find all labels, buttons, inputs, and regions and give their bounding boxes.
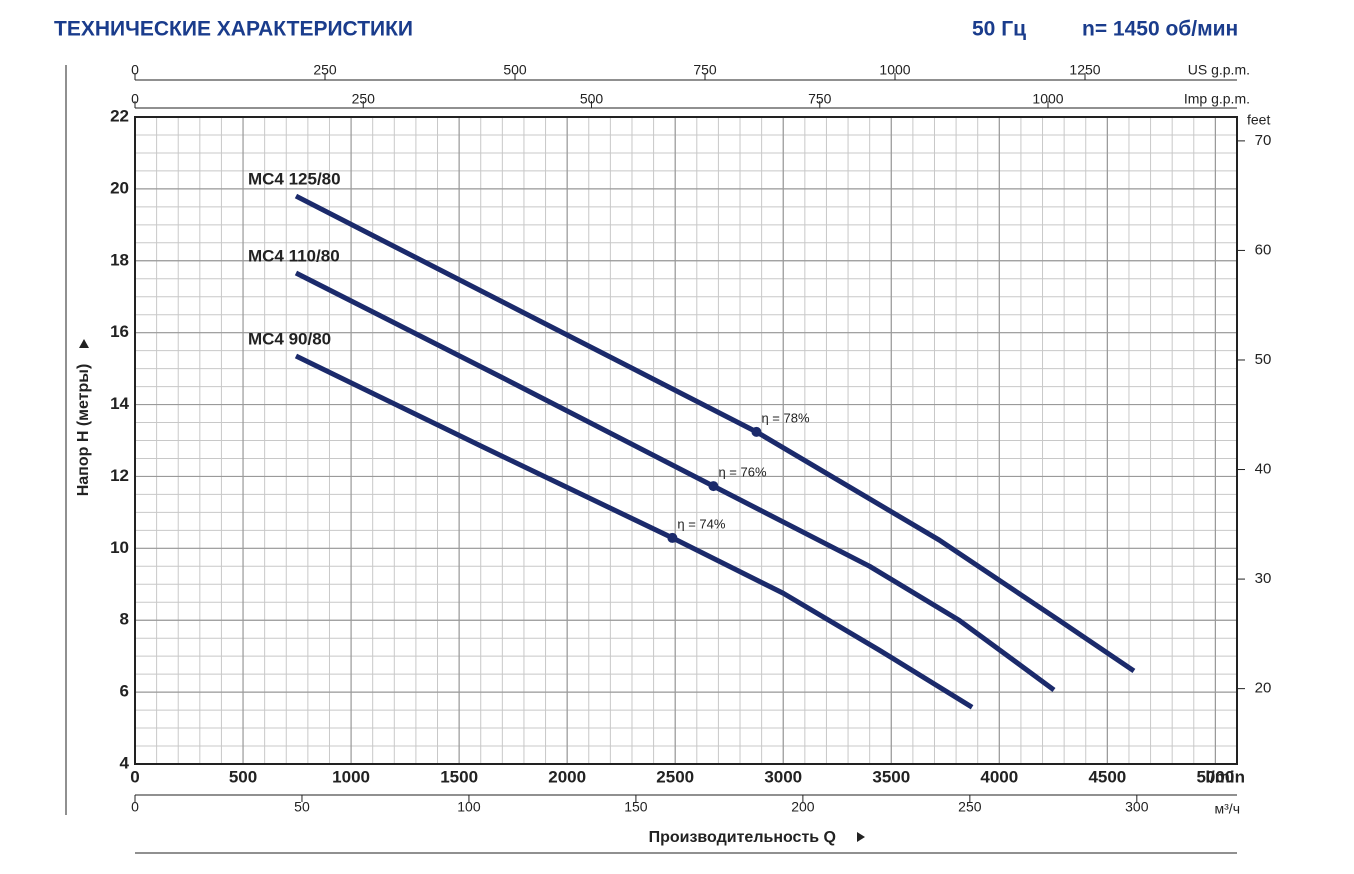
axis-unit: US g.p.m. <box>1188 62 1250 78</box>
x-tick-label: 500 <box>229 767 257 786</box>
axis-tick-label: 0 <box>131 91 139 107</box>
x-axis-title: Производительность Q <box>649 829 836 846</box>
axis-tick-label: 0 <box>131 799 139 815</box>
curve <box>294 193 1136 673</box>
axis-tick-label: 750 <box>693 62 717 78</box>
x-tick-label: 2000 <box>548 767 586 786</box>
axis-tick-label: 500 <box>580 91 604 107</box>
axis-tick-label: 50 <box>294 799 310 815</box>
axis-tick-label: 200 <box>791 799 815 815</box>
axis-tick-label: 750 <box>808 91 832 107</box>
efficiency-point <box>708 481 719 492</box>
efficiency-point <box>751 426 762 437</box>
series-label: MC4 125/80 <box>248 170 341 189</box>
y-tick-label: 18 <box>110 250 129 269</box>
axis-tick-label: 1000 <box>1032 91 1063 107</box>
series-label: MC4 90/80 <box>248 330 331 349</box>
y-tick-label: 6 <box>120 682 129 701</box>
y-axis-title: Напор Н (метры) <box>75 364 92 497</box>
x-tick-label: 3000 <box>764 767 802 786</box>
y-tick-label: 20 <box>110 178 129 197</box>
efficiency-label: η = 74% <box>677 516 726 531</box>
x-unit: l/min <box>1205 767 1245 786</box>
x-tick-label: 1500 <box>440 767 478 786</box>
y-tick-label: 10 <box>110 538 129 557</box>
axis-unit: м³/ч <box>1215 801 1240 817</box>
x-tick-label: 5000 <box>1196 767 1234 786</box>
y2-tick-label: 30 <box>1255 570 1272 587</box>
curve <box>294 353 974 710</box>
x-tick-label: 3500 <box>872 767 910 786</box>
efficiency-label: η = 78% <box>761 410 810 425</box>
axis-tick-label: 300 <box>1125 799 1149 815</box>
arrow <box>79 339 89 348</box>
axis-tick-label: 150 <box>624 799 648 815</box>
x-tick-label: 4500 <box>1088 767 1126 786</box>
x-tick-label: 0 <box>130 767 139 786</box>
speed: n= 1450 об/мин <box>1082 18 1238 41</box>
y2-tick-label: 70 <box>1255 132 1272 149</box>
x-tick-label: 4000 <box>980 767 1018 786</box>
y-tick-label: 22 <box>110 106 129 125</box>
y-tick-label: 4 <box>120 753 130 772</box>
y-tick-label: 12 <box>110 466 129 485</box>
axis-tick-label: 250 <box>958 799 982 815</box>
axis-unit: Imp g.p.m. <box>1184 91 1250 107</box>
y-tick-label: 16 <box>110 322 129 341</box>
y-tick-label: 8 <box>120 610 129 629</box>
axis-tick-label: 1000 <box>879 62 910 78</box>
chart-title: ТЕХНИЧЕСКИЕ ХАРАКТЕРИСТИКИ <box>54 18 413 41</box>
y2-tick-label: 20 <box>1255 680 1272 697</box>
axis-tick-label: 0 <box>131 62 139 78</box>
series-label: MC4 110/80 <box>248 246 340 265</box>
axis-tick-label: 100 <box>457 799 481 815</box>
y2-tick-label: 60 <box>1255 241 1272 258</box>
frequency: 50 Гц <box>972 18 1026 41</box>
y2-tick-label: 50 <box>1255 351 1272 368</box>
x-tick-label: 1000 <box>332 767 370 786</box>
y2-tick-label: 40 <box>1255 460 1272 477</box>
plot-frame <box>134 116 1238 765</box>
axis-tick-label: 500 <box>503 62 527 78</box>
arrow <box>857 832 865 842</box>
y-tick-label: 14 <box>110 394 129 413</box>
x-tick-label: 2500 <box>656 767 694 786</box>
axis-tick-label: 1250 <box>1069 62 1100 78</box>
axis-tick-label: 250 <box>352 91 376 107</box>
efficiency-point <box>667 532 678 543</box>
curve <box>294 270 1056 692</box>
y2-unit: feet <box>1247 112 1270 128</box>
axis-tick-label: 250 <box>313 62 337 78</box>
efficiency-label: η = 76% <box>718 465 767 480</box>
